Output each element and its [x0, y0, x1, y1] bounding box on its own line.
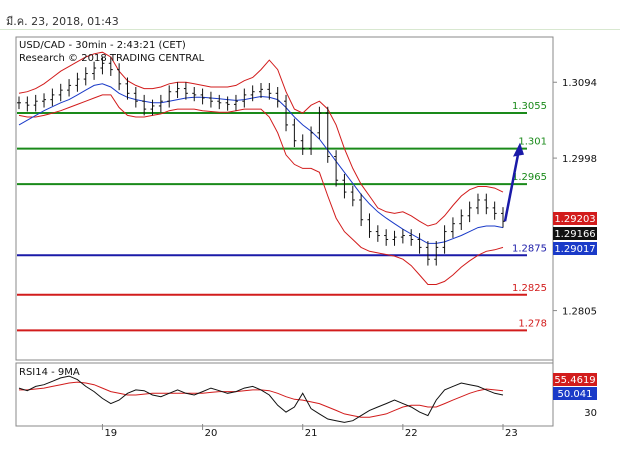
chart-subtitle: Research © 2018 TRADING CENTRAL: [19, 53, 205, 64]
x-tick-label: 19: [104, 428, 117, 436]
chart-background: [15, 36, 615, 436]
y-tick-label: 1.2998: [562, 154, 597, 165]
rsi-value-tag: [553, 373, 597, 386]
rsi-value-tag-label: 55.4619: [554, 375, 595, 386]
datestamp: มี.ค. 23, 2018, 01:43: [6, 15, 119, 28]
levels-layer: 1.3055 1.301 1.2965 1.2875 1.2825 1.278: [17, 101, 547, 332]
axis-labels-layer: 1.3094 1.2998 1.2805 19 20 21 22 23: [101, 78, 597, 439]
level-label: 1.2825: [512, 283, 547, 294]
level-label: 1.3055: [512, 101, 547, 112]
x-tick-label: 21: [305, 428, 318, 436]
x-tick-label: 22: [405, 428, 418, 436]
price-tag: [553, 227, 597, 240]
price-tag-label: 1.29017: [554, 244, 595, 255]
price-tag: [553, 212, 597, 225]
x-tick-label: 20: [205, 428, 218, 436]
price-tags-layer: 1.29203 1.29166 1.29017: [553, 212, 597, 255]
level-label: 1.2875: [512, 243, 547, 254]
rsi-title: RSI14 - 9MA: [19, 367, 80, 378]
candles-layer: [17, 56, 505, 266]
price-tag: [553, 242, 597, 255]
rsi-value-tag: [553, 387, 597, 400]
rsi-line: [18, 375, 504, 423]
rsi-value-tag-label: 50.041: [558, 389, 593, 400]
bollinger-upper-line: [18, 51, 504, 227]
rsi-y-tick-label: 30: [584, 408, 597, 419]
y-tick-label: 1.3094: [562, 78, 597, 89]
level-label: 1.2965: [512, 172, 547, 183]
chart-svg[interactable]: 1.3055 1.301 1.2965 1.2875 1.2825 1.278 1.292…: [15, 36, 615, 439]
price-tag-label: 1.29166: [554, 229, 595, 240]
bollinger-lower-line: [18, 94, 504, 285]
price-tag-label: 1.29203: [554, 214, 595, 225]
x-tick-label: 23: [505, 428, 518, 436]
chart-container[interactable]: 1.3055 1.301 1.2965 1.2875 1.2825 1.278 1.292…: [15, 36, 615, 439]
top-bar: มี.ค. 23, 2018, 01:43: [0, 0, 620, 30]
top-bar-divider: [0, 29, 620, 30]
forecast-arrow-head: [513, 142, 524, 157]
level-label: 1.301: [518, 137, 547, 148]
forecast-layer: [503, 142, 524, 222]
chart-title: USD/CAD - 30min - 2:43:21 (CET): [19, 40, 186, 51]
rsi-layer: 30 55.4619 50.041: [18, 373, 597, 423]
level-label: 1.278: [518, 318, 547, 329]
forecast-arrow-shaft: [503, 154, 520, 222]
y-tick-label: 1.2805: [562, 307, 597, 318]
